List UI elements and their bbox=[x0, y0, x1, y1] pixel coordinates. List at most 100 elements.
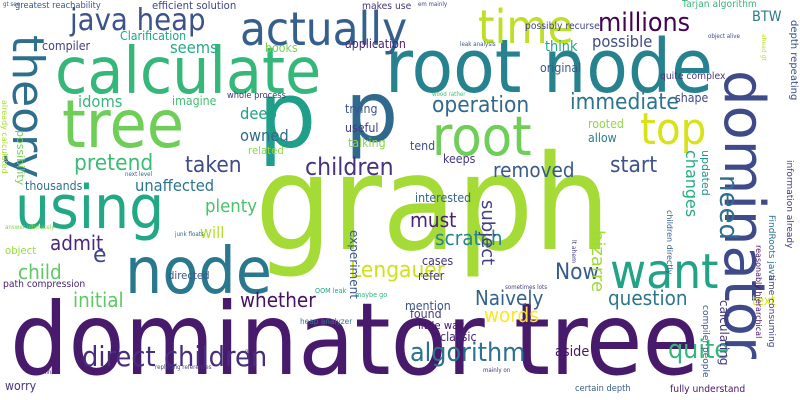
word-updated: updated bbox=[699, 150, 712, 196]
word-back-links: back links bbox=[30, 369, 58, 376]
word-seems: seems bbox=[170, 38, 218, 57]
word-node: node bbox=[125, 235, 272, 309]
word-java-heap: java heap bbox=[70, 3, 206, 38]
word-direct-children: direct children bbox=[82, 340, 268, 373]
word-depth-repeating: depth repeating bbox=[788, 20, 799, 101]
word-theory: theory bbox=[2, 35, 53, 179]
word-lt-ahem: lt ahem bbox=[570, 240, 577, 263]
word-compiler-people: compiler people bbox=[700, 305, 710, 378]
word-original: original bbox=[540, 61, 582, 75]
word-p-1: p bbox=[258, 62, 317, 169]
word-sometimes-lots: sometimes lots bbox=[505, 284, 548, 291]
word-certain-depth: certain depth bbox=[575, 384, 631, 394]
word-pretend: pretend bbox=[74, 151, 154, 176]
word-using: using bbox=[15, 173, 165, 243]
word-junk-floats: junk floats bbox=[175, 231, 204, 238]
word-worry: worry bbox=[5, 379, 37, 393]
word-tend: tend bbox=[410, 139, 436, 153]
word-possibly-recurse: possibly recurse bbox=[525, 21, 600, 32]
word-plenty: plenty bbox=[205, 196, 258, 217]
word-tarjan-algorithm: Tarjan algorithm bbox=[682, 0, 757, 10]
word-application: application bbox=[345, 37, 406, 51]
word-root: root bbox=[432, 105, 532, 168]
word-top: top bbox=[640, 104, 707, 155]
word-experiment: experiment bbox=[347, 230, 361, 299]
word-owned: owned bbox=[240, 126, 289, 145]
word-keeps: keeps bbox=[443, 152, 476, 166]
word-question: question bbox=[608, 286, 688, 310]
word-deep: deep bbox=[240, 104, 277, 123]
word-thousands: thousands bbox=[25, 179, 83, 193]
word-em-mainly: em mainly bbox=[418, 1, 448, 8]
word-algorithm: algorithm bbox=[410, 338, 526, 368]
word-need: need bbox=[713, 175, 743, 240]
word-shape: shape bbox=[675, 91, 709, 105]
word-words: words bbox=[484, 303, 539, 327]
word-changes: changes bbox=[682, 150, 701, 218]
word-trying: trying bbox=[345, 102, 378, 116]
word-heap-analyzer: heap analyzer bbox=[300, 317, 353, 326]
word-maybe-go: maybe go bbox=[355, 291, 388, 299]
word-calculating: calculating bbox=[717, 300, 731, 366]
word-taken: taken bbox=[185, 153, 242, 178]
word-leak-analysis: leak analysis bbox=[460, 41, 496, 48]
word-children: children bbox=[305, 153, 394, 181]
word-answer-ultimately: answer ultimately bbox=[5, 224, 55, 231]
word-found: found bbox=[410, 307, 442, 321]
word-e: e bbox=[93, 243, 107, 268]
word-admit: admit bbox=[50, 231, 104, 255]
word-immediate: immediate bbox=[570, 90, 679, 115]
word-talking: talking bbox=[348, 136, 386, 150]
word-btw: BTW bbox=[752, 9, 782, 25]
word-idoms: idoms bbox=[78, 92, 123, 111]
word-imagine: imagine bbox=[172, 94, 217, 108]
word-naively: Naively bbox=[475, 286, 544, 310]
word-object: object bbox=[5, 244, 37, 257]
word-quite: quite bbox=[668, 335, 730, 365]
word-time: time bbox=[478, 0, 574, 54]
word-lengauer: Lengauer bbox=[350, 258, 446, 283]
word-dominator-tree: dominator tree bbox=[10, 281, 700, 398]
word-possible: possible bbox=[592, 32, 653, 51]
word-mainly-on: mainly on bbox=[483, 367, 511, 374]
word-p-small: P bbox=[245, 349, 249, 356]
word-next-level: next level bbox=[125, 171, 153, 178]
word-efficient-solution: efficient solution bbox=[152, 0, 237, 12]
word-think: think bbox=[545, 39, 578, 55]
word-related: related bbox=[248, 144, 284, 157]
word-text: text bbox=[752, 294, 776, 309]
word-p-2: p bbox=[345, 63, 399, 161]
word-calculate: calculate bbox=[55, 35, 322, 109]
word-operation: operation bbox=[432, 93, 530, 118]
word-rooted: rooted bbox=[588, 117, 624, 131]
word-wood-rather: wood rather bbox=[432, 91, 466, 98]
word-replacing-references: replacing references bbox=[155, 364, 212, 371]
word-oom-leak: OOM leak bbox=[315, 287, 347, 295]
word-children-directly: children directly bbox=[665, 210, 674, 275]
word-little-way: little way bbox=[418, 319, 465, 332]
word-information-already: information already bbox=[784, 160, 794, 249]
word-now: Now bbox=[555, 260, 600, 285]
word-root-node: root node bbox=[385, 24, 714, 110]
word-compiler: compiler bbox=[42, 39, 91, 53]
word-removed: removed bbox=[493, 158, 575, 182]
word-graph: graph bbox=[255, 127, 611, 281]
word-gt-see: gt see bbox=[3, 1, 21, 8]
word-tree: tree bbox=[62, 86, 185, 163]
word-whether: whether bbox=[240, 288, 316, 312]
word-child: child bbox=[18, 260, 62, 284]
word-start: start bbox=[610, 153, 658, 178]
word-initial: initial bbox=[73, 288, 124, 312]
word-bizarre: bizarre bbox=[587, 230, 608, 293]
word-mention: mention bbox=[405, 299, 451, 313]
word-books: books bbox=[265, 41, 298, 55]
word-fully-understand: fully understand bbox=[670, 384, 746, 395]
word-will: will bbox=[200, 223, 225, 242]
word-dominator: dominator bbox=[711, 70, 776, 359]
word-cases: cases bbox=[422, 254, 454, 268]
word-ahead-gt: ahead gt bbox=[760, 34, 767, 61]
word-quite-complex: quite complex bbox=[660, 71, 726, 82]
word-path-compression: path compression bbox=[3, 279, 86, 290]
word-already-calculated: already calculated bbox=[0, 100, 9, 174]
